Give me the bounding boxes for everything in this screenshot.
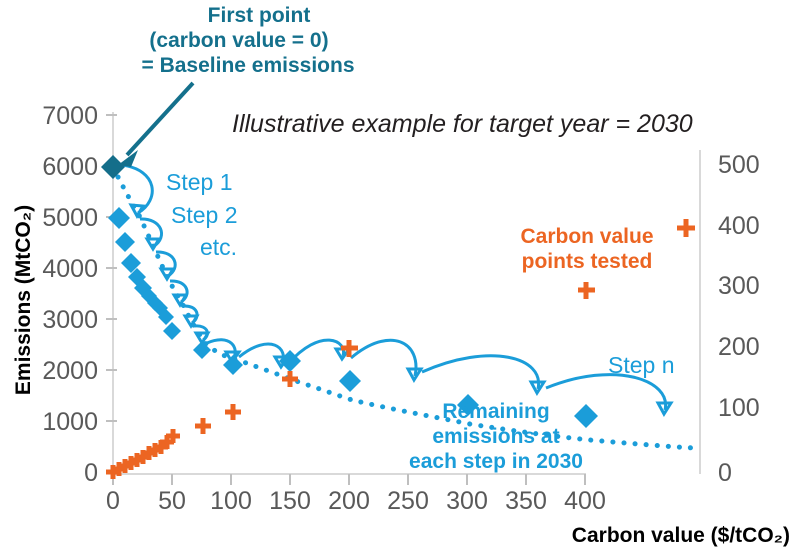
y-axis-right-labels: 500 400 300 200 100 0: [718, 151, 760, 487]
y2-tick-500: 500: [718, 151, 760, 179]
diamond-point-baseline[interactable]: [101, 155, 125, 179]
annotation-first-point: First point (carbon value = 0) = Baselin…: [141, 4, 354, 77]
remaining-line2: emissions at: [432, 425, 559, 448]
annotation-carbon-points: Carbon value points tested: [520, 225, 653, 273]
y2-tick-100: 100: [718, 394, 760, 422]
y2-tick-0: 0: [718, 459, 732, 487]
plus-marker-13[interactable]: [282, 371, 298, 387]
y-axis-title: Emissions (MtCO₂): [12, 205, 35, 395]
x-tick-200: 200: [328, 487, 370, 515]
diamond-point-16[interactable]: [457, 394, 479, 416]
emissions-trend-dotted-line: [110, 164, 697, 451]
step-arrow-6: [193, 331, 211, 346]
svg-text:Emissions (MtCO₂): Emissions (MtCO₂): [12, 205, 35, 395]
step-arc-1: [121, 163, 154, 215]
diamond-point-17[interactable]: [574, 404, 598, 428]
y-tick-6000: 6000: [42, 153, 98, 181]
y2-tick-200: 200: [718, 333, 760, 361]
remaining-line3: each step in 2030: [409, 450, 583, 473]
plus-marker-12[interactable]: [225, 404, 241, 420]
diamond-point-11[interactable]: [163, 322, 181, 340]
x-tick-150: 150: [269, 487, 311, 515]
x-tick-50: 50: [158, 487, 186, 515]
x-tick-350: 350: [505, 487, 547, 515]
diamond-point-3[interactable]: [115, 232, 135, 252]
step-arrow-n: [655, 401, 674, 417]
step-label-n: Step n: [608, 352, 675, 378]
annotation-remaining-emissions: Remaining emissions at each step in 2030: [409, 400, 583, 473]
remaining-line1: Remaining: [442, 400, 549, 423]
step-arrow-2: [144, 237, 162, 252]
y2-tick-400: 400: [718, 212, 760, 240]
x-tick-0: 0: [106, 487, 120, 515]
step-arc-9: [286, 338, 346, 365]
plus-marker-16[interactable]: [677, 219, 695, 237]
y-axis-title-text: Emissions (MtCO₂): [12, 205, 35, 395]
step-label-1: Step 1: [166, 169, 233, 195]
step-arrow-1: [128, 203, 146, 220]
y-tick-4000: 4000: [42, 255, 98, 283]
diamond-point-4[interactable]: [121, 253, 141, 273]
first-point-callout-arrow: [118, 81, 195, 167]
x-axis-title: Carbon value ($/tCO₂): [572, 524, 790, 547]
carbon-value-plus-markers: [106, 219, 695, 479]
step-arc-7: [206, 338, 237, 360]
plus-marker-14[interactable]: [341, 340, 358, 357]
step-arrow-10: [405, 367, 424, 383]
step-labels-group: Step 1 Step 2 etc. Step n: [166, 169, 675, 378]
first-point-line3: = Baseline emissions: [141, 54, 354, 77]
chart-subtitle: Illustrative example for target year = 2…: [232, 110, 693, 138]
x-tick-400: 400: [564, 487, 606, 515]
step-label-etc: etc.: [200, 234, 237, 260]
y-tick-3000: 3000: [42, 306, 98, 334]
callout-arrowhead: [118, 150, 138, 167]
step-arrow-5: [182, 314, 200, 329]
step-arc-n: [545, 373, 667, 411]
x-axis-ticks: [112, 474, 586, 485]
y-axis-left-labels: 7000 6000 5000 4000 3000 2000 1000 0: [42, 102, 98, 487]
diamond-point-2[interactable]: [108, 207, 130, 229]
step-arc-11: [421, 354, 541, 390]
y2-tick-300: 300: [718, 272, 760, 300]
y-tick-0: 0: [84, 459, 98, 487]
x-axis-labels: 0 50 100 150 200 250 300 350 400: [106, 487, 606, 515]
y-tick-2000: 2000: [42, 357, 98, 385]
plus-marker-15[interactable]: [578, 282, 595, 299]
x-tick-100: 100: [210, 487, 252, 515]
y-tick-7000: 7000: [42, 102, 98, 130]
first-point-line2: (carbon value = 0): [149, 29, 328, 52]
y-tick-1000: 1000: [42, 408, 98, 436]
diamond-point-12[interactable]: [193, 341, 211, 359]
y-tick-5000: 5000: [42, 204, 98, 232]
diamond-point-13[interactable]: [223, 355, 243, 375]
step-arrow-3: [158, 267, 176, 282]
step-label-2: Step 2: [171, 202, 238, 228]
carbon-points-line2: points tested: [522, 250, 653, 273]
plus-marker-10[interactable]: [166, 429, 180, 443]
step-arrow-11: [528, 380, 547, 396]
diamond-point-15[interactable]: [339, 370, 361, 392]
x-tick-250: 250: [387, 487, 429, 515]
x-axis-title-text: Carbon value ($/tCO₂): [572, 524, 790, 547]
diamond-point-10[interactable]: [158, 309, 174, 325]
plus-marker-11[interactable]: [195, 418, 211, 434]
first-point-line1: First point: [208, 4, 311, 27]
diamond-point-14[interactable]: [279, 350, 301, 372]
x-tick-300: 300: [446, 487, 488, 515]
trend-dotted: [110, 164, 697, 451]
step-arc-10: [350, 338, 418, 377]
carbon-points-line1: Carbon value: [520, 225, 653, 248]
emissions-diamond-markers: [101, 155, 598, 428]
